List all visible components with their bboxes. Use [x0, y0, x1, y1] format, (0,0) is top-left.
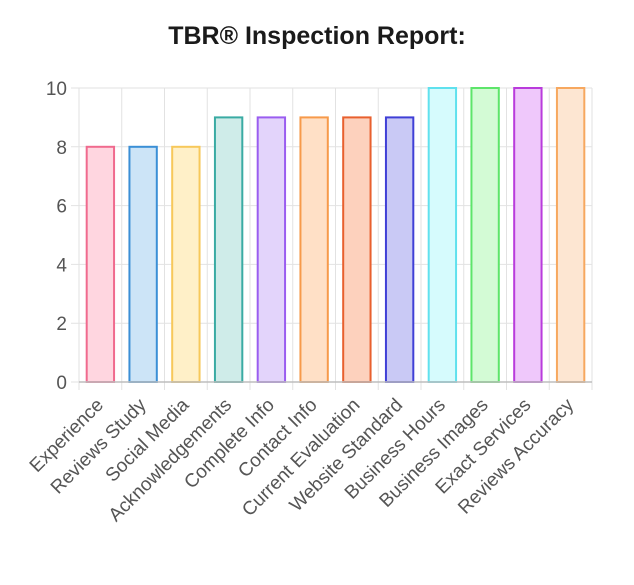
bar[interactable]: [85, 145, 116, 383]
bar[interactable]: [256, 116, 287, 384]
bar[interactable]: [171, 145, 201, 383]
bar[interactable]: [513, 87, 543, 383]
y-tick-label: 0: [56, 373, 67, 394]
bar[interactable]: [213, 116, 244, 384]
y-tick-label: 8: [56, 138, 67, 159]
y-tick-label: 2: [56, 314, 67, 335]
y-tick-label: 4: [56, 255, 67, 276]
bar[interactable]: [427, 87, 458, 383]
chart-title: TBR® Inspection Report:: [168, 22, 466, 50]
bar[interactable]: [384, 116, 415, 384]
grid-layer: [71, 87, 593, 390]
y-tick-label: 10: [46, 79, 67, 100]
bar[interactable]: [555, 87, 586, 383]
bar[interactable]: [128, 145, 158, 383]
bar[interactable]: [342, 116, 372, 384]
y-tick-label: 6: [56, 197, 67, 218]
bar-layer: [85, 87, 586, 384]
bar[interactable]: [299, 116, 329, 384]
bar[interactable]: [470, 87, 500, 383]
